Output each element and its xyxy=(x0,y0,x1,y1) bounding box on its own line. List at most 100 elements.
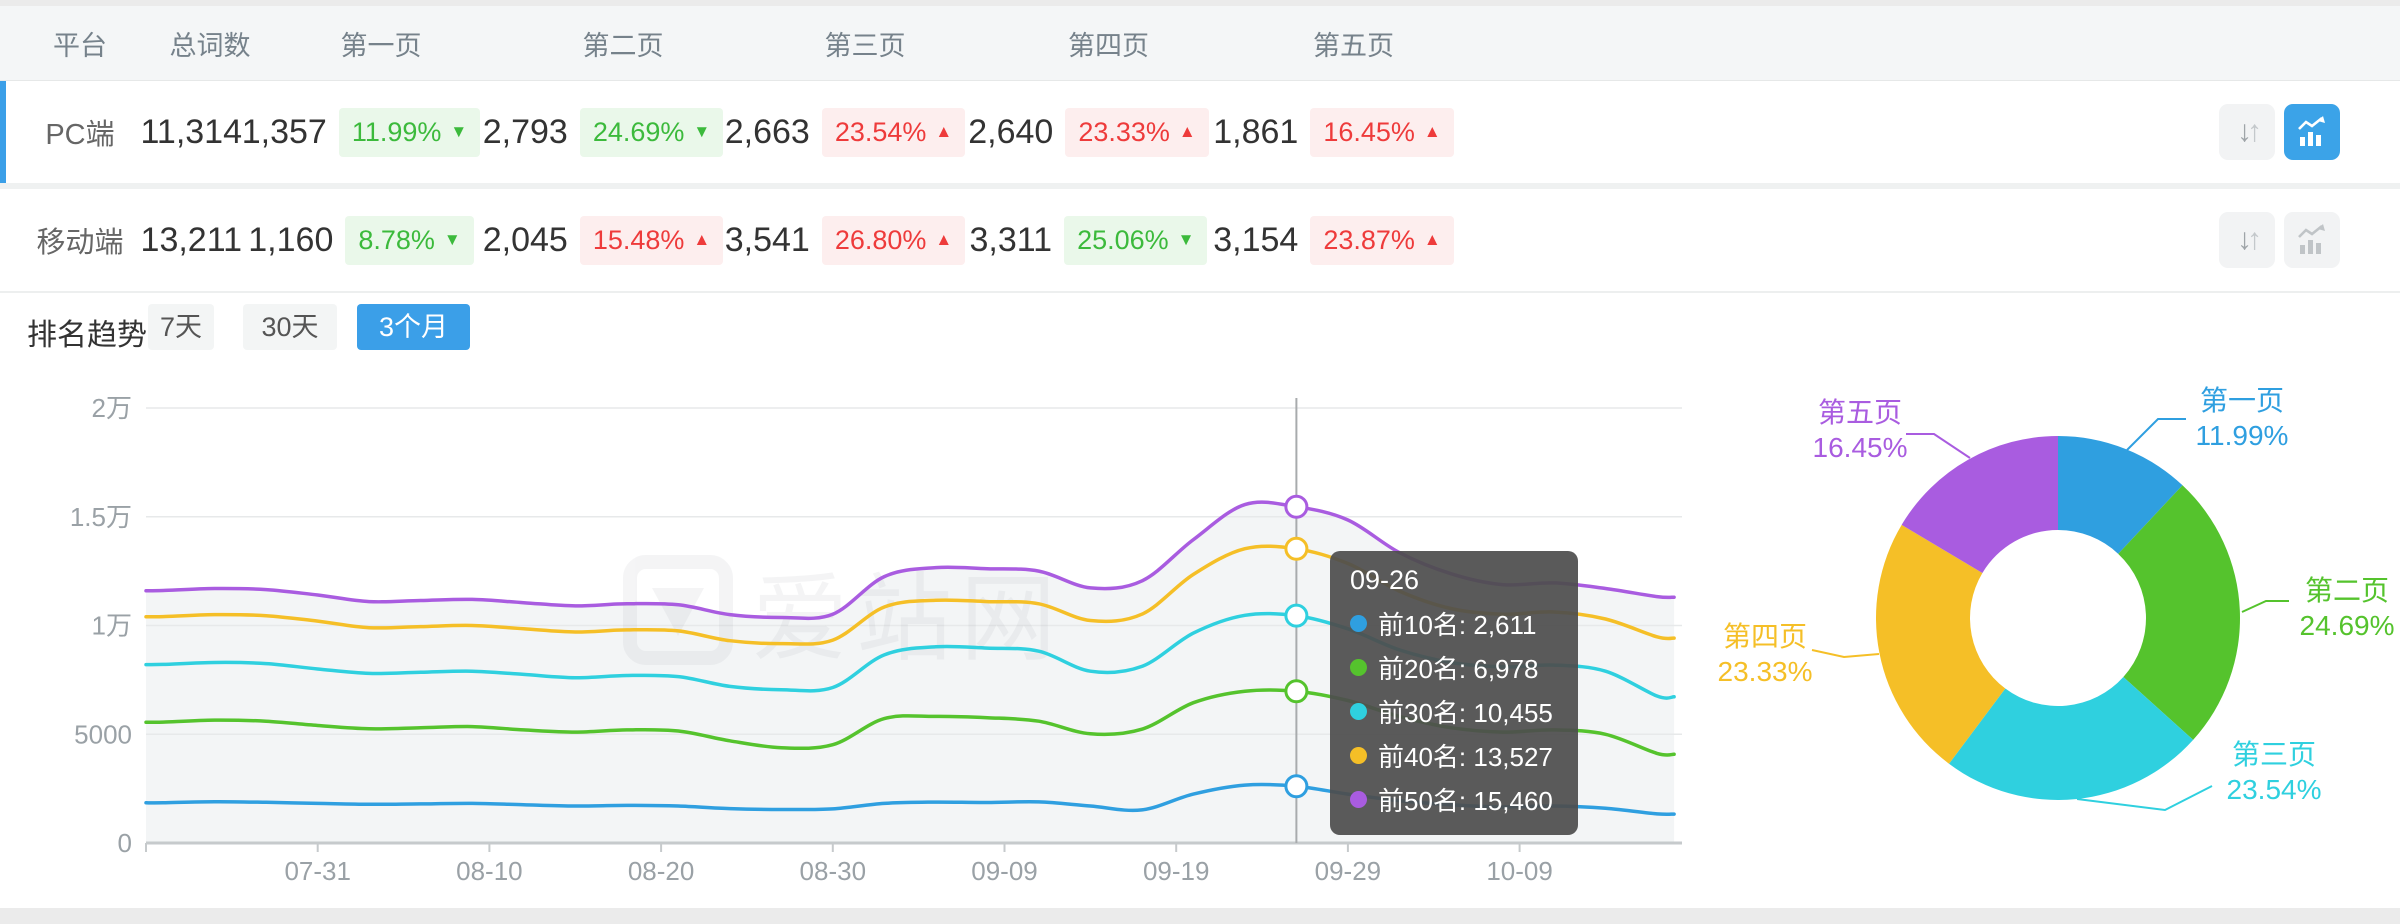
arrow-up-icon: ▲ xyxy=(1424,230,1441,250)
arrow-up-icon: ▲ xyxy=(693,230,710,250)
tooltip-row: 前10名: 2,611 xyxy=(1350,601,1558,645)
page3-cell: 2,66323.54%▲ xyxy=(744,108,986,157)
arrow-down-icon: ▼ xyxy=(450,122,467,142)
change-badge: 8.78%▼ xyxy=(345,216,473,265)
change-badge: 26.80%▲ xyxy=(822,216,965,265)
arrow-up-icon: ▲ xyxy=(1424,122,1441,142)
change-percent: 23.87% xyxy=(1323,225,1415,256)
tooltip-row: 前20名: 6,978 xyxy=(1350,645,1558,689)
platform-cell: PC端 xyxy=(0,111,160,153)
column-header-3: 第一页 xyxy=(260,24,502,63)
tooltip-row: 前50名: 15,460 xyxy=(1350,777,1558,821)
change-badge: 23.87% ▲ xyxy=(1310,216,1453,265)
page4-count: 3,311 xyxy=(970,221,1053,260)
table-body: PC端11,3141,357 11.99% ▼ 2,793 24.69% ▼ 2,663 23… xyxy=(0,81,2400,293)
page4-cell: 3,31125.06%▼ xyxy=(986,216,1231,265)
page3-count: 2,663 xyxy=(725,113,810,152)
page1-count: 1,357 xyxy=(242,113,327,152)
page: { "table": { "headers": ["平台", "总词数", "第… xyxy=(0,0,2400,924)
tooltip-row-text: 前10名: 2,611 xyxy=(1378,605,1537,642)
donut-label-第一页: 第一页11.99% xyxy=(2180,383,2304,453)
page2-count: 2,793 xyxy=(483,113,568,152)
total-words-cell: 13,211 xyxy=(160,221,260,260)
change-percent: 15.48% xyxy=(593,225,685,256)
column-header-2: 总词数 xyxy=(160,24,260,63)
change-badge: 24.69% ▼ xyxy=(580,108,723,157)
donut-label-第五页: 第五页16.45% xyxy=(1798,395,1922,465)
change-percent: 24.69% xyxy=(593,117,685,148)
tooltip-row-text: 前50名: 15,460 xyxy=(1378,781,1553,818)
page3-count: 3,541 xyxy=(725,221,810,260)
column-header-1: 平台 xyxy=(0,24,160,63)
donut-label-percent: 24.69% xyxy=(2285,608,2400,643)
arrow-up-icon: ▲ xyxy=(935,122,952,142)
series-color-dot xyxy=(1350,659,1367,676)
tooltip-row: 前40名: 13,527 xyxy=(1350,733,1558,777)
tab-30天[interactable]: 30天 xyxy=(243,304,337,350)
tooltip-row-text: 前40名: 13,527 xyxy=(1378,737,1553,774)
series-color-dot xyxy=(1350,703,1367,720)
trend-chart-icon xyxy=(2295,223,2329,257)
table-row[interactable]: PC端11,3141,357 11.99% ▼ 2,793 24.69% ▼ 2,663 23… xyxy=(0,81,2400,189)
page1-cell: 1,35711.99%▼ xyxy=(260,108,502,157)
arrow-down-icon: ▼ xyxy=(693,122,710,142)
row-actions: ↓↑ xyxy=(2190,104,2400,160)
donut-label-name: 第五页 xyxy=(1798,395,1922,430)
tooltip-date: 09-26 xyxy=(1350,565,1558,596)
column-header-6: 第四页 xyxy=(986,24,1231,63)
column-header-5: 第三页 xyxy=(744,24,986,63)
page1-cell: 1,1608.78%▼ xyxy=(260,216,502,265)
table-row[interactable]: 移动端13,2111,1608.78%▼2,04515.48%▲3,54126.… xyxy=(0,189,2400,293)
change-percent: 11.99% xyxy=(352,117,442,148)
series-color-dot xyxy=(1350,791,1367,808)
change-percent: 23.33% xyxy=(1078,117,1170,148)
column-header-4: 第二页 xyxy=(502,24,744,63)
tab-7天[interactable]: 7天 xyxy=(148,304,214,350)
donut-label-name: 第二页 xyxy=(2285,573,2400,608)
change-percent: 23.54% xyxy=(835,117,927,148)
trend-chart-button[interactable] xyxy=(2284,104,2340,160)
donut-label-第二页: 第二页24.69% xyxy=(2285,573,2400,643)
trend-chart-icon xyxy=(2295,115,2329,149)
page5-cell: 1,86116.45%▲ xyxy=(1231,108,1476,157)
page5-cell: 3,15423.87%▲ xyxy=(1231,216,1476,265)
change-badge: 11.99% ▼ xyxy=(339,108,480,157)
total-words-value: 11,314 xyxy=(141,113,242,152)
change-badge: 23.54% ▲ xyxy=(822,108,965,157)
sort-button[interactable]: ↓↑ xyxy=(2219,104,2275,160)
page2-count: 2,045 xyxy=(483,221,568,260)
trend-title: 排名趋势 xyxy=(27,310,147,354)
arrow-down-icon: ▼ xyxy=(1178,230,1195,250)
page3-cell: 3,54126.80%▲ xyxy=(744,216,986,265)
tooltip-row-text: 前20名: 6,978 xyxy=(1378,649,1538,686)
page1-count: 1,160 xyxy=(248,221,333,260)
series-color-dot xyxy=(1350,747,1367,764)
trend-chart-button[interactable] xyxy=(2284,212,2340,268)
donut-label-percent: 23.54% xyxy=(2212,772,2336,807)
donut-label-percent: 23.33% xyxy=(1703,654,1827,689)
change-badge: 16.45% ▲ xyxy=(1310,108,1453,157)
chart-tooltip: 09-26 前10名: 2,611 前20名: 6,978 前30名: 10,455… xyxy=(1330,551,1578,835)
total-words-value: 13,211 xyxy=(141,221,242,260)
change-percent: 25.06% xyxy=(1077,225,1169,256)
page2-cell: 2,79324.69%▼ xyxy=(502,108,744,157)
tab-3个月[interactable]: 3个月 xyxy=(357,304,470,350)
arrow-up-icon: ▲ xyxy=(1179,122,1196,142)
series-color-dot xyxy=(1350,615,1367,632)
selected-row-accent xyxy=(0,81,6,183)
arrow-up-icon: ▲ xyxy=(935,230,952,250)
change-percent: 16.45% xyxy=(1323,117,1415,148)
donut-label-percent: 11.99% xyxy=(2180,418,2304,453)
donut-label-第三页: 第三页23.54% xyxy=(2212,737,2336,807)
donut-label-name: 第三页 xyxy=(2212,737,2336,772)
change-percent: 8.78% xyxy=(358,225,435,256)
page5-count: 1,861 xyxy=(1213,113,1298,152)
page2-cell: 2,04515.48%▲ xyxy=(502,216,744,265)
table-header: 平台总词数第一页第二页第三页第四页第五页 xyxy=(0,6,2400,81)
page5-count: 3,154 xyxy=(1213,221,1298,260)
page4-cell: 2,64023.33%▲ xyxy=(986,108,1231,157)
change-badge: 15.48% ▲ xyxy=(580,216,723,265)
donut-label-第四页: 第四页23.33% xyxy=(1703,619,1827,689)
tooltip-row-text: 前30名: 10,455 xyxy=(1378,693,1553,730)
sort-button[interactable]: ↓↑ xyxy=(2219,212,2275,268)
